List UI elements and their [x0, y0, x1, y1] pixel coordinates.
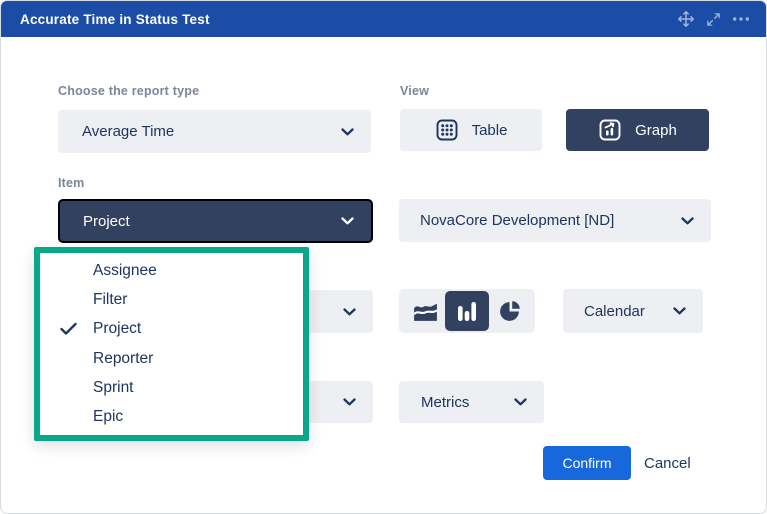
menu-item-epic[interactable]: Epic: [40, 403, 303, 432]
resize-diagonal-icon[interactable]: [706, 12, 721, 27]
chevron-down-icon: [341, 217, 354, 225]
report-type-select[interactable]: Average Time: [58, 110, 371, 153]
chevron-down-icon: [343, 307, 356, 316]
menu-item-label: Assignee: [93, 261, 157, 279]
menu-item-label: Filter: [93, 290, 128, 308]
item-select[interactable]: Project: [58, 199, 373, 243]
header-actions: [677, 1, 750, 37]
chevron-down-icon: [341, 127, 354, 136]
metrics-value: Metrics: [421, 393, 470, 411]
menu-item-label: Epic: [93, 408, 124, 426]
view-graph-button[interactable]: Graph: [566, 109, 709, 151]
bar-chart-icon[interactable]: [445, 291, 489, 331]
project-select[interactable]: NovaCore Development [ND]: [399, 199, 711, 242]
item-value: Project: [83, 212, 130, 230]
menu-item-label: Project: [93, 320, 142, 338]
calendar-select[interactable]: Calendar: [563, 289, 703, 333]
table-grid-icon: [435, 118, 459, 142]
confirm-button[interactable]: Confirm: [543, 446, 631, 480]
menu-item-sprint[interactable]: Sprint: [40, 373, 303, 402]
project-select-value: NovaCore Development [ND]: [420, 212, 615, 229]
chart-type-group: [399, 289, 535, 333]
menu-item-label: Sprint: [93, 378, 134, 396]
item-label: Item: [58, 176, 85, 190]
menu-item-reporter[interactable]: Reporter: [40, 344, 303, 373]
move-icon[interactable]: [677, 10, 695, 28]
item-dropdown-menu: Assignee Filter Project Reporter Sprint: [34, 247, 309, 441]
bar-graph-arrow-icon: [598, 118, 622, 142]
view-label: View: [400, 84, 430, 98]
pie-chart-icon[interactable]: [490, 291, 528, 331]
view-table-label: Table: [471, 121, 508, 139]
menu-item-label: Reporter: [93, 349, 154, 367]
ellipsis-icon[interactable]: [732, 16, 750, 22]
menu-item-project[interactable]: Project: [40, 315, 303, 344]
area-chart-icon[interactable]: [406, 291, 444, 331]
check-icon: [60, 323, 77, 336]
menu-item-filter[interactable]: Filter: [40, 285, 303, 314]
calendar-value: Calendar: [584, 302, 645, 320]
view-table-button[interactable]: Table: [400, 109, 542, 151]
report-type-value: Average Time: [82, 123, 175, 140]
chevron-down-icon: [343, 398, 356, 406]
chevron-down-icon: [681, 216, 694, 225]
chevron-down-icon: [514, 398, 527, 406]
dialog-title: Accurate Time in Status Test: [20, 11, 210, 27]
dialog-header: Accurate Time in Status Test: [1, 1, 766, 37]
chevron-down-icon: [673, 307, 686, 315]
metrics-select[interactable]: Metrics: [399, 381, 544, 423]
cancel-button[interactable]: Cancel: [644, 454, 691, 472]
menu-item-assignee[interactable]: Assignee: [40, 256, 303, 285]
report-type-label: Choose the report type: [58, 84, 200, 98]
view-graph-label: Graph: [635, 121, 677, 139]
